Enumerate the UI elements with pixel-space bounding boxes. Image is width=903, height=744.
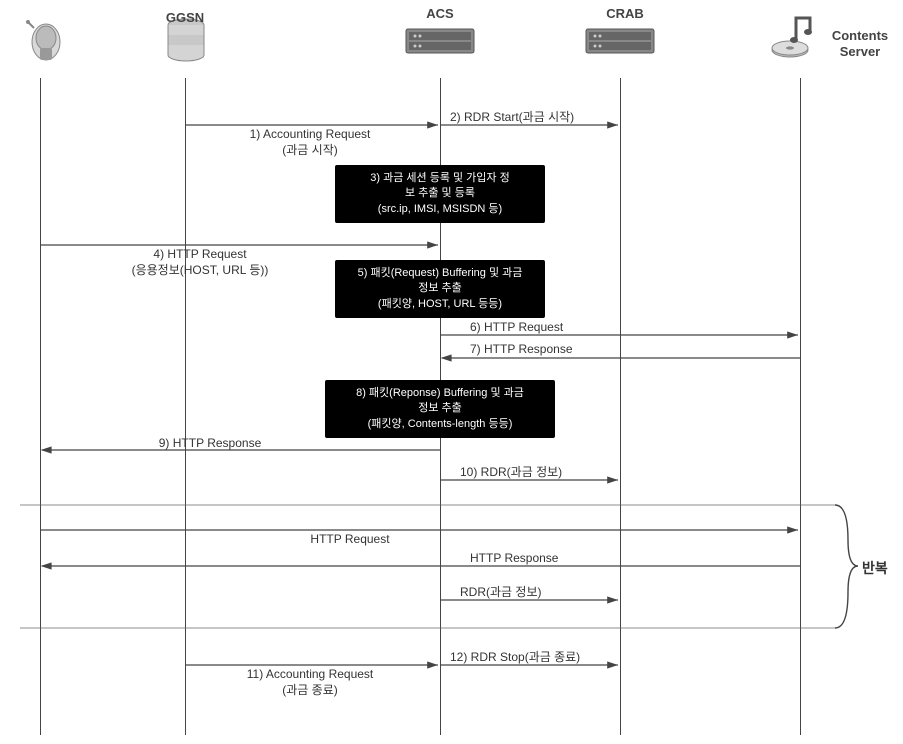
box5: 5) 패킷(Request) Buffering 및 과금 정보 추출 (패킷양… (335, 260, 545, 318)
msg6-text: 6) HTTP Request (470, 320, 563, 334)
msg6-label: 6) HTTP Request (470, 320, 670, 336)
msg9-text: 9) HTTP Response (159, 436, 262, 450)
lifeline-server (800, 78, 801, 735)
msg1-label: 1) Accounting Request (과금 시작) (210, 127, 410, 158)
crab-label: CRAB (600, 6, 650, 21)
msg7-label: 7) HTTP Response (470, 342, 670, 358)
msgR3-text: RDR(과금 정보) (460, 585, 542, 599)
msg1-text: 1) Accounting Request (250, 127, 371, 141)
msg12-label: 12) RDR Stop(과금 종료) (450, 650, 630, 666)
msgR2-label: HTTP Response (470, 551, 670, 567)
ggsn-label: GGSN (155, 10, 215, 25)
msg10-label: 10) RDR(과금 정보) (460, 465, 640, 481)
msg4-label: 4) HTTP Request (응용정보(HOST, URL 등)) (90, 247, 310, 278)
box5-l1: 5) 패킷(Request) Buffering 및 과금 (358, 267, 523, 279)
server-label-l1: Contents Server (820, 28, 900, 59)
box5-l2: 정보 추출 (418, 282, 462, 294)
msg9-label: 9) HTTP Response (110, 436, 310, 452)
msg4-sub: (응용정보(HOST, URL 등)) (132, 263, 269, 277)
box3: 3) 과금 세션 등록 및 가입자 정 보 추출 및 등록 (src.ip, I… (335, 165, 545, 223)
msgR1-text: HTTP Request (310, 532, 389, 546)
box8-l3: (패킷양, Contents-length 등등) (368, 418, 513, 430)
msg10-text: 10) RDR(과금 정보) (460, 465, 562, 479)
server-label: Contents Server (820, 28, 900, 59)
repeat-label: 반복 (862, 558, 888, 578)
box8-l1: 8) 패킷(Reponse) Buffering 및 과금 (356, 387, 524, 399)
msg2-label: 2) RDR Start(과금 시작) (450, 110, 620, 126)
acs-label: ACS (420, 6, 460, 21)
sequence-diagram: GGSN ACS CRAB Contents Ser (0, 0, 903, 744)
msg11-label: 11) Accounting Request (과금 종료) (210, 667, 410, 698)
lifeline-crab (620, 78, 621, 735)
msg2-text: 2) RDR Start(과금 시작) (450, 110, 574, 124)
box8-l2: 정보 추출 (418, 402, 462, 414)
rack-icon-crab (585, 28, 655, 59)
msg11-text: 11) Accounting Request (247, 667, 374, 681)
msg11-sub: (과금 종료) (282, 683, 338, 697)
box3-l1: 3) 과금 세션 등록 및 가입자 정 (370, 172, 509, 184)
rack-icon-acs (405, 28, 475, 59)
msg1-sub: (과금 시작) (282, 143, 338, 157)
box3-l3: (src.ip, IMSI, MSISDN 등) (378, 203, 502, 215)
box8: 8) 패킷(Reponse) Buffering 및 과금 정보 추출 (패킷양… (325, 380, 555, 438)
msg4-text: 4) HTTP Request (153, 247, 246, 261)
msgR1-label: HTTP Request (250, 532, 450, 548)
msg7-text: 7) HTTP Response (470, 342, 573, 356)
msgR3-label: RDR(과금 정보) (460, 585, 640, 601)
lifeline-ggsn (185, 78, 186, 735)
lifeline-phone (40, 78, 41, 735)
phone-icon (20, 20, 68, 73)
music-icon (768, 10, 822, 69)
box5-l3: (패킷양, HOST, URL 등등) (378, 298, 502, 310)
msg12-text: 12) RDR Stop(과금 종료) (450, 650, 580, 664)
msgR2-text: HTTP Response (470, 551, 558, 565)
box3-l2: 보 추출 및 등록 (405, 187, 475, 199)
